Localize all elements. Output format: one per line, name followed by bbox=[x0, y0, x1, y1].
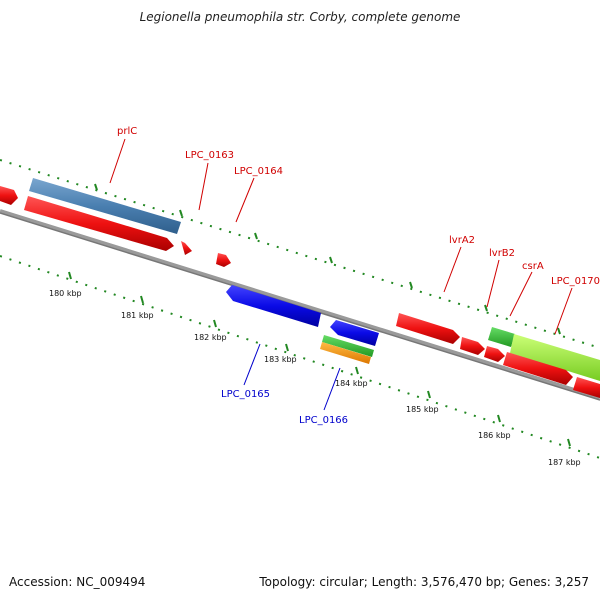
label-csrA: csrA bbox=[522, 261, 544, 272]
gene-lpc0164[interactable] bbox=[216, 253, 231, 267]
gene-lpc0170-lime[interactable] bbox=[510, 334, 600, 381]
scale-tick bbox=[557, 327, 561, 335]
gene-arrow-start[interactable] bbox=[0, 186, 18, 205]
gene-lpc0166[interactable] bbox=[320, 342, 371, 364]
lower-scale-track bbox=[0, 255, 600, 459]
gene-lvrB2-green[interactable] bbox=[488, 327, 515, 347]
gene-prlC[interactable] bbox=[24, 196, 174, 251]
scale-tick bbox=[68, 271, 72, 280]
scale-label: 185 kbp bbox=[406, 405, 439, 414]
gene-prlC-steel[interactable] bbox=[29, 178, 181, 234]
scale-tick bbox=[254, 232, 258, 240]
scale-tick bbox=[179, 209, 183, 217]
label-prlC: prlC bbox=[117, 126, 137, 137]
scale-tick bbox=[409, 281, 413, 289]
scale-label: 181 kbp bbox=[121, 311, 154, 320]
scale-tick bbox=[213, 319, 217, 328]
scale-tick bbox=[567, 438, 571, 447]
gene-arrow-end[interactable] bbox=[573, 377, 600, 398]
label-lpc0164: LPC_0164 bbox=[234, 166, 283, 177]
gene-lpc0165[interactable] bbox=[226, 285, 321, 327]
scale-label: 187 kbp bbox=[548, 458, 581, 467]
label-lpc0163: LPC_0163 bbox=[185, 150, 234, 161]
gene-lpc0163[interactable] bbox=[181, 241, 192, 255]
label-lpc0166: LPC_0166 bbox=[299, 415, 348, 426]
genome-summary: Topology: circular; Length: 3,576,470 bp… bbox=[259, 575, 589, 589]
scale-labels: 180 kbp 181 kbp 182 kbp 183 kbp 184 kbp … bbox=[49, 289, 581, 467]
genome-backbone bbox=[0, 209, 600, 401]
forward-genes bbox=[0, 178, 600, 398]
scale-tick bbox=[427, 390, 431, 399]
scale-label: 186 kbp bbox=[478, 431, 511, 440]
label-leaders bbox=[109, 138, 573, 411]
scale-tick bbox=[285, 343, 289, 352]
gene-lpc0166-green[interactable] bbox=[322, 335, 374, 357]
gene-labels: prlC LPC_0163 LPC_0164 lvrA2 lvrB2 csrA … bbox=[117, 126, 600, 426]
label-lvrA2: lvrA2 bbox=[449, 235, 475, 246]
label-lpc0165: LPC_0165 bbox=[221, 389, 270, 400]
gene-lvrB2[interactable] bbox=[460, 337, 485, 355]
label-lvrB2: lvrB2 bbox=[489, 248, 515, 259]
scale-label: 180 kbp bbox=[49, 289, 82, 298]
scale-label: 183 kbp bbox=[264, 355, 297, 364]
scale-label: 182 kbp bbox=[194, 333, 227, 342]
scale-tick bbox=[497, 414, 501, 423]
gene-lvrA2[interactable] bbox=[396, 313, 460, 344]
scale-tick bbox=[355, 366, 359, 375]
scale-tick bbox=[329, 256, 333, 264]
map-title: Legionella pneumophila str. Corby, compl… bbox=[139, 10, 461, 24]
label-lpc0170: LPC_0170 bbox=[551, 276, 600, 287]
upper-scale-track bbox=[0, 159, 600, 349]
accession-label: Accession: NC_009494 bbox=[9, 575, 146, 589]
reverse-genes bbox=[226, 285, 379, 364]
scale-tick bbox=[140, 295, 144, 304]
gene-lpc0170[interactable] bbox=[503, 352, 573, 385]
scale-tick bbox=[484, 304, 488, 312]
scale-label: 184 kbp bbox=[335, 379, 368, 388]
gene-lpc0165b[interactable] bbox=[330, 320, 379, 346]
gene-csrA[interactable] bbox=[484, 346, 505, 362]
scale-tick bbox=[94, 183, 98, 191]
